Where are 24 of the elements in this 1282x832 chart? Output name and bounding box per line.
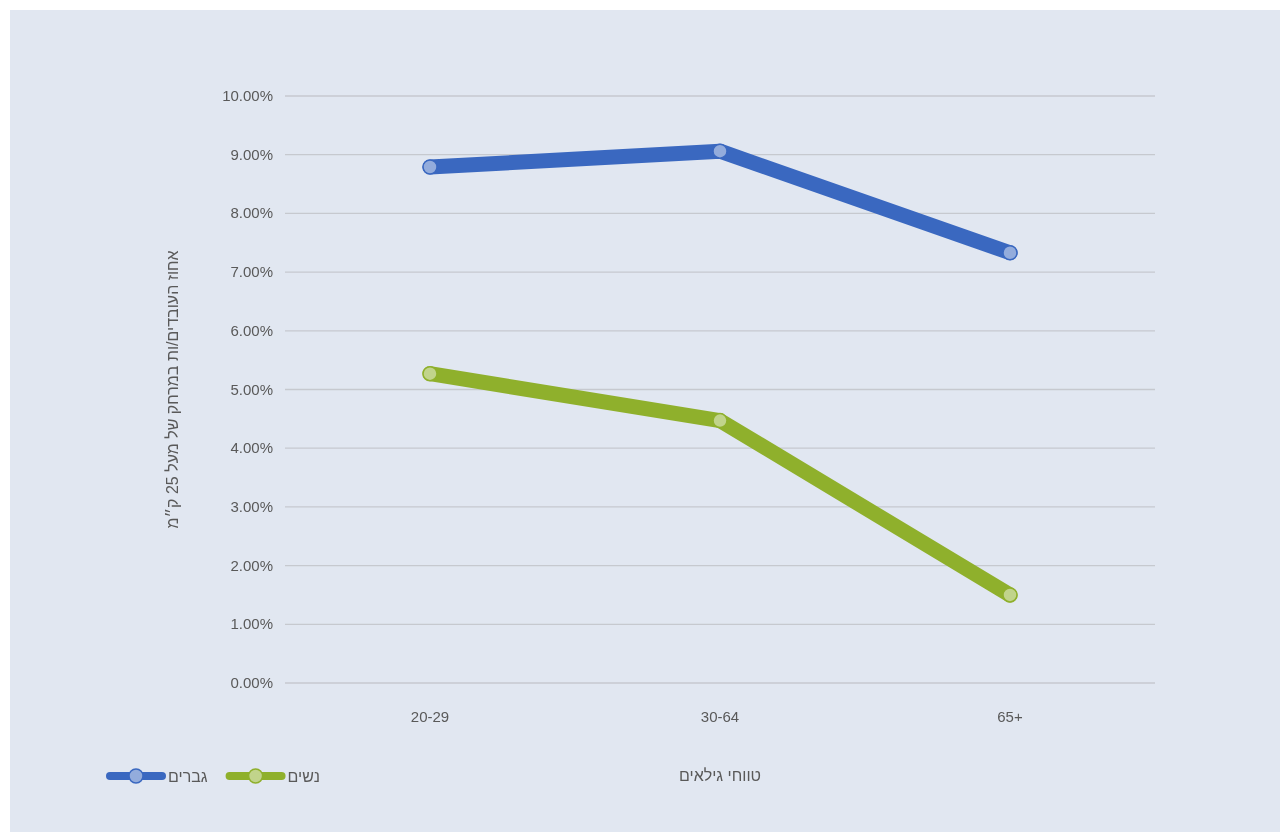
x-tick-label: 65+	[997, 708, 1023, 725]
y-tick-label: 10.00%	[222, 87, 273, 104]
point	[1002, 244, 1018, 261]
y-tick-label: 9.00%	[230, 145, 273, 163]
y-tick-label: 0.00%	[230, 674, 273, 691]
y-tick-label: 7.00%	[230, 263, 273, 281]
y-tick-label: 2.00%	[230, 556, 273, 574]
y-tick-label: 6.00%	[230, 321, 273, 339]
y-tick-label: 8.00%	[230, 204, 273, 222]
x-tick-label: 20-29	[410, 708, 450, 725]
x-tick-label: 30-64	[700, 708, 740, 725]
x-axis-title: טווחי גילאים	[678, 767, 762, 784]
legend-label: נשים	[287, 768, 320, 785]
y-tick-label: 5.00%	[230, 380, 273, 398]
y-tick-label: 3.00%	[230, 497, 273, 515]
y-tick-label: 4.00%	[230, 439, 273, 457]
point	[712, 412, 728, 429]
point	[1002, 587, 1018, 603]
legend-label: גברים	[168, 768, 208, 785]
point	[712, 143, 728, 159]
point	[422, 365, 438, 382]
point	[422, 159, 438, 175]
y-tick-label: 1.00%	[230, 615, 273, 633]
y-axis-title: אחוז העובדים/ות במרחק של מעל 25 ק״מ	[164, 250, 181, 529]
